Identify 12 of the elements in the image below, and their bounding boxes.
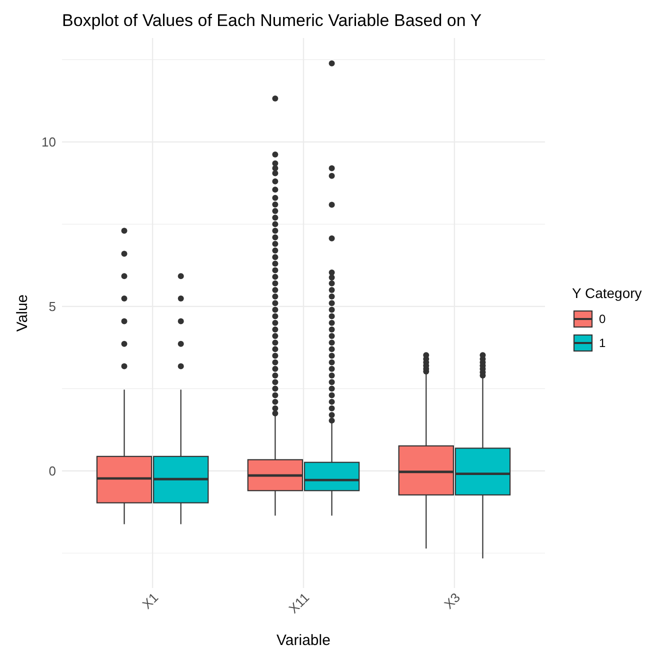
y-tick-label: 5 bbox=[48, 298, 56, 314]
x-tick-label: X11 bbox=[286, 590, 312, 616]
legend-label: 1 bbox=[599, 336, 606, 350]
y-tick-label: 10 bbox=[42, 134, 56, 150]
legend-title: Y Category bbox=[572, 284, 642, 301]
x-tick-label: X3 bbox=[441, 590, 463, 612]
y-axis-title: Value bbox=[14, 294, 31, 332]
x-tick-label: X1 bbox=[139, 590, 162, 612]
x-axis-title: Variable bbox=[276, 632, 330, 649]
chart-title: Boxplot of Values of Each Numeric Variable Based on Y bbox=[62, 11, 482, 30]
y-tick-label: 0 bbox=[48, 463, 56, 478]
legend-label: 0 bbox=[599, 312, 606, 326]
